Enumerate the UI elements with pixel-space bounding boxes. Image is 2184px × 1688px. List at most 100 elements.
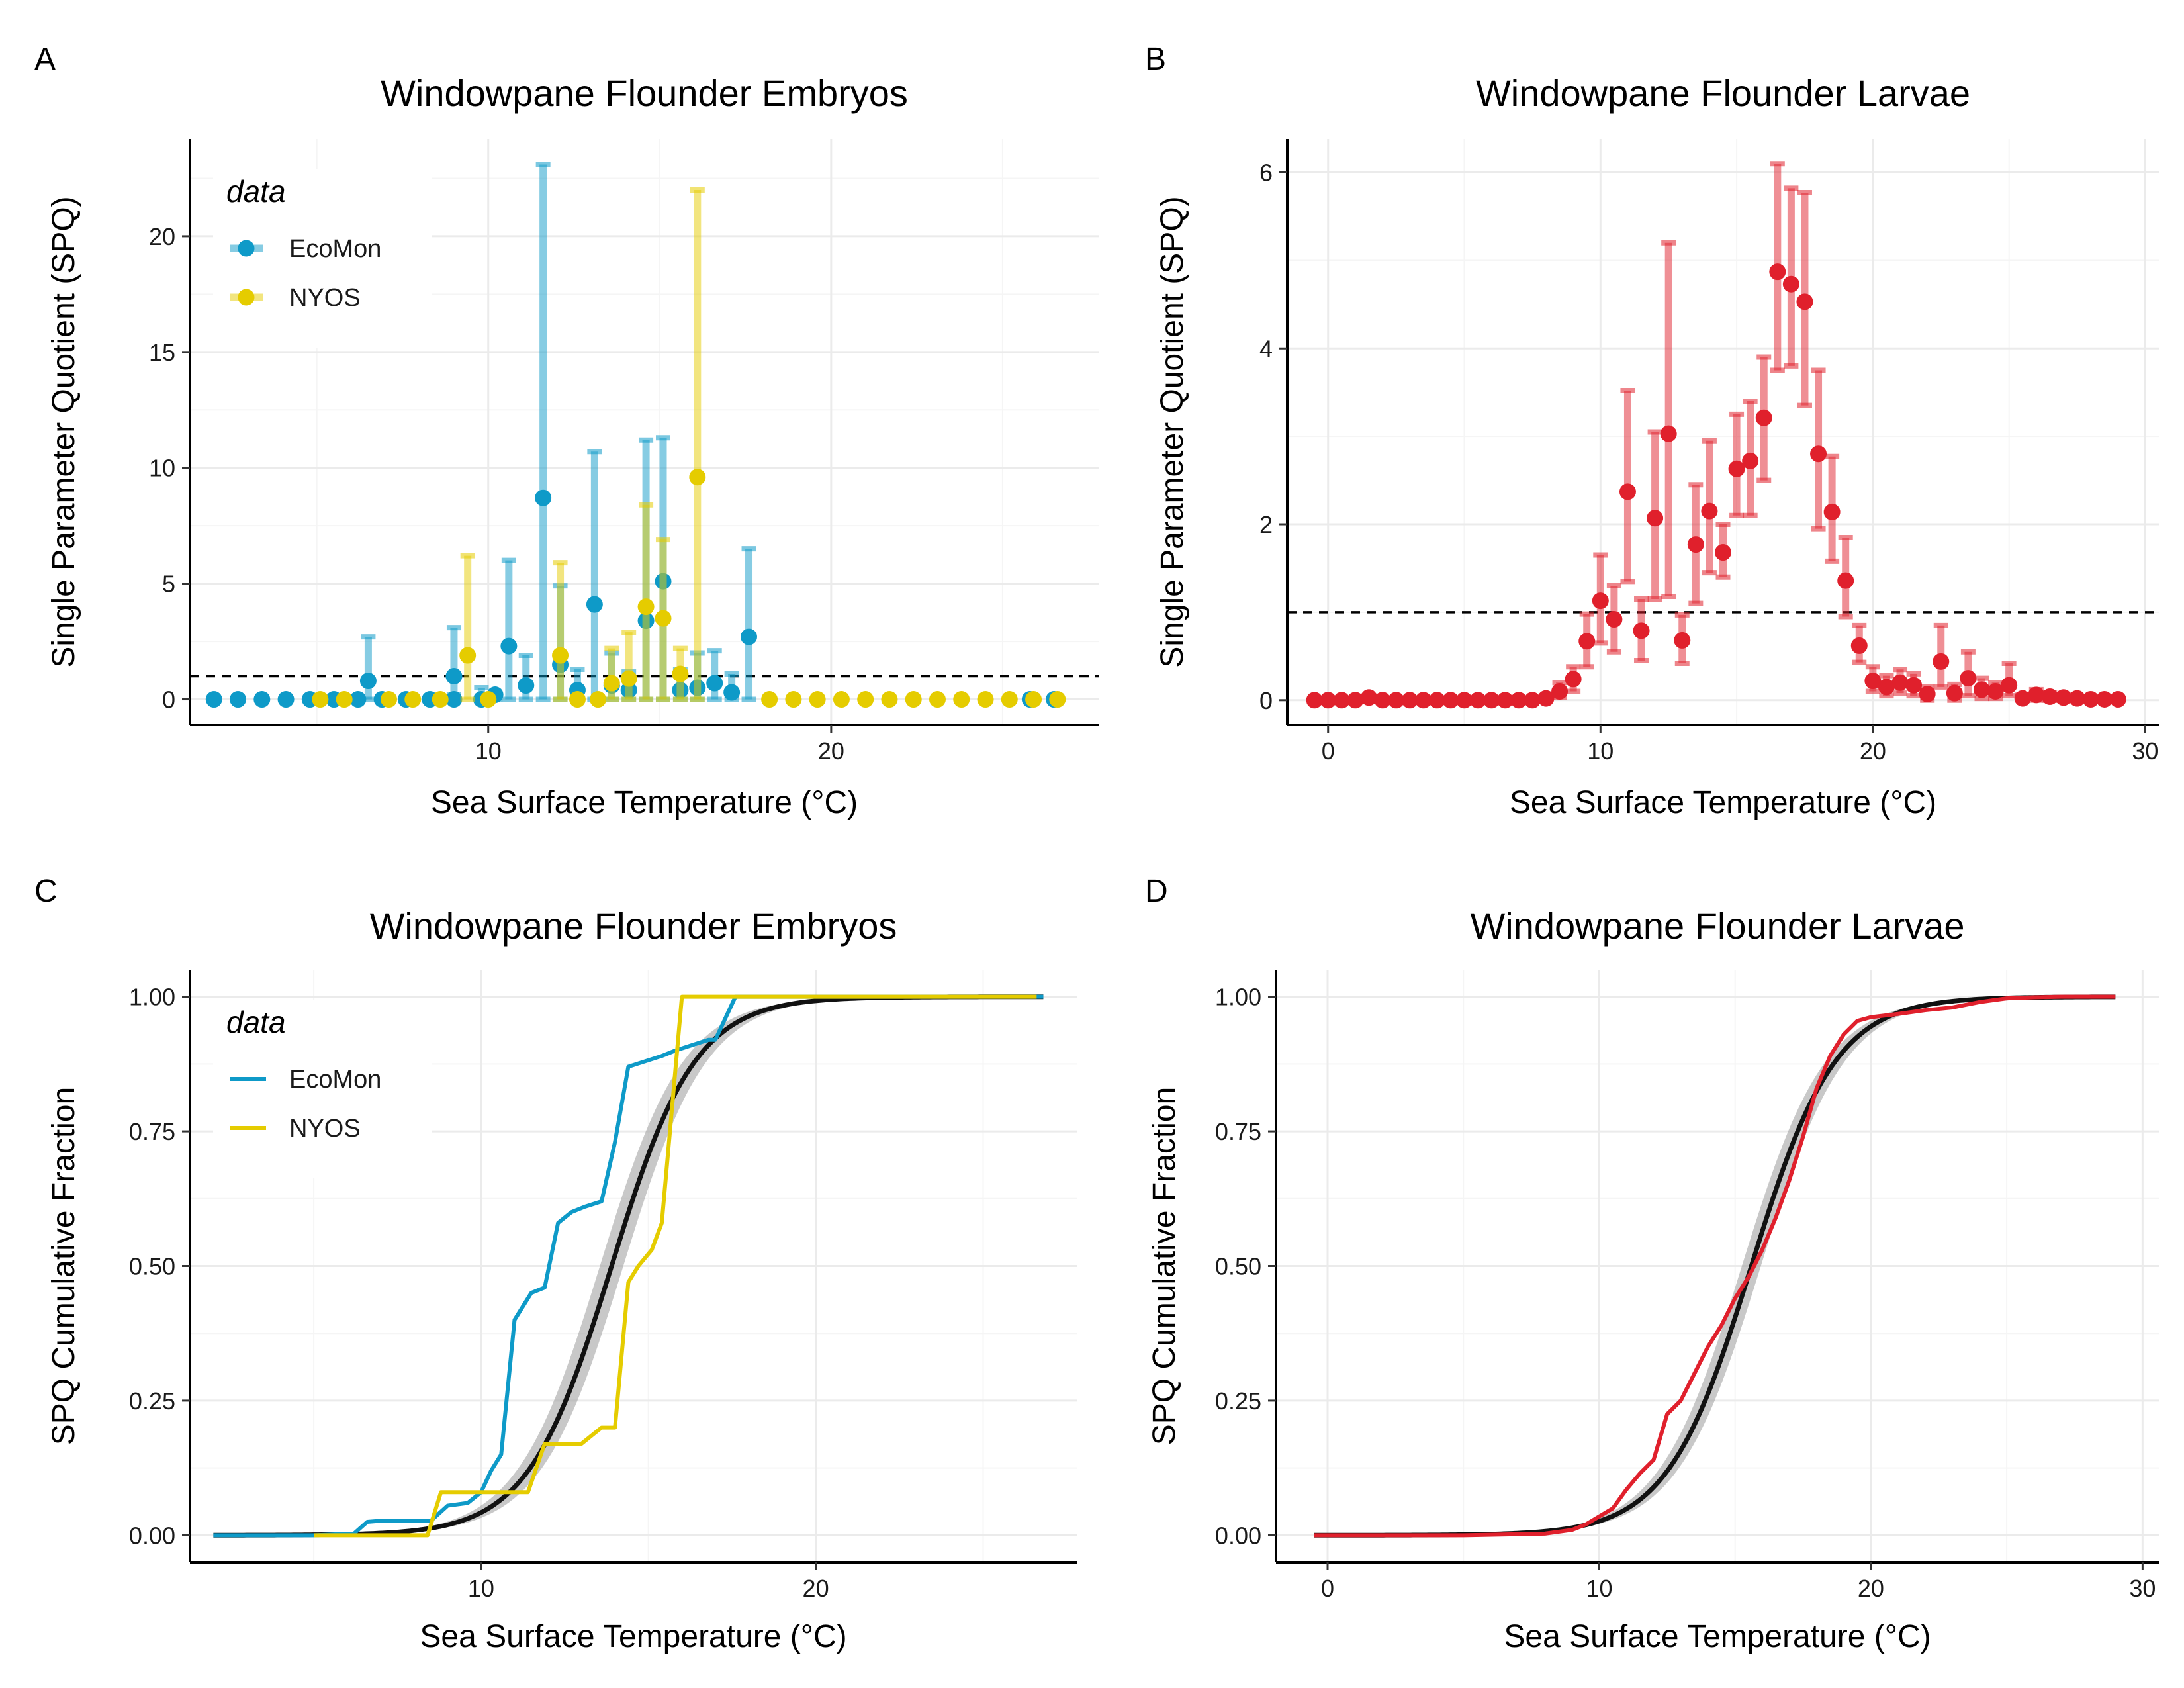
data-point	[253, 691, 271, 708]
plot-area	[1314, 994, 2116, 1538]
x-tick-label: 20	[818, 737, 844, 765]
x-tick-label: 10	[1587, 737, 1614, 765]
data-point	[1442, 692, 1459, 709]
data-point	[785, 691, 802, 708]
legend-background	[213, 1000, 432, 1178]
y-tick-label: 0.75	[1215, 1118, 1261, 1145]
data-point	[590, 691, 607, 708]
data-point	[2109, 690, 2126, 708]
data-point	[459, 647, 477, 664]
data-point	[312, 691, 329, 708]
y-tick-label: 0.00	[129, 1522, 175, 1549]
data-point	[1456, 692, 1473, 709]
series-line-nyos	[314, 994, 1037, 1538]
data-point	[2041, 688, 2058, 705]
data-point	[1891, 674, 1909, 691]
data-point	[1837, 572, 1854, 589]
data-point	[672, 665, 689, 682]
data-point	[1647, 510, 1664, 527]
data-point	[349, 691, 367, 708]
legend-label: NYOS	[289, 1115, 361, 1143]
x-tick-label: 0	[1322, 737, 1335, 765]
y-axis-label: Single Parameter Quotient (SPQ)	[1155, 196, 1190, 667]
y-tick-label: 0.00	[1215, 1522, 1261, 1549]
x-tick-label: 10	[475, 737, 502, 765]
y-tick-label: 15	[149, 339, 175, 366]
y-tick-label: 10	[149, 455, 175, 482]
panel-letter: B	[1145, 42, 1166, 77]
y-tick-label: 0.25	[129, 1387, 175, 1415]
data-point	[857, 691, 874, 708]
data-point	[445, 668, 463, 685]
data-point	[2014, 690, 2031, 707]
data-point	[2055, 689, 2072, 706]
data-point	[1742, 452, 1759, 469]
panel-a: 10 20 0 5 10 15 20 A Windowpane Flounder Embryos…	[34, 42, 1099, 820]
data-point	[1606, 611, 1623, 628]
data-point	[2028, 686, 2045, 704]
data-point	[1347, 692, 1364, 709]
data-point	[1823, 503, 1841, 520]
data-point	[2001, 677, 2018, 694]
y-tick-label: 0.75	[129, 1118, 175, 1145]
data-point	[1973, 681, 1990, 698]
data-point	[1524, 692, 1541, 709]
data-point	[977, 691, 994, 708]
data-point	[689, 469, 706, 486]
y-tick-label: 4	[1259, 335, 1273, 362]
data-point	[1537, 690, 1555, 707]
data-point	[1333, 692, 1350, 709]
data-point	[1782, 275, 1799, 293]
plot-area	[1287, 161, 2159, 709]
data-point	[905, 691, 922, 708]
data-point	[655, 610, 672, 627]
y-tick-label: 5	[162, 571, 175, 598]
data-point	[1796, 293, 1813, 310]
data-point	[1810, 445, 1827, 463]
data-point	[1728, 460, 1745, 477]
data-point	[1551, 683, 1569, 700]
data-point	[1715, 544, 1731, 561]
x-tick-label: 10	[468, 1575, 494, 1602]
data-point	[404, 691, 422, 708]
series-line-ecomon	[213, 994, 1044, 1538]
series-nyos	[312, 187, 1066, 708]
data-point	[1919, 685, 1936, 702]
y-tick-label: 0.50	[129, 1253, 175, 1280]
data-point	[1769, 263, 1786, 281]
series-line-larvae	[1314, 994, 2116, 1538]
data-point	[1025, 691, 1042, 708]
data-point	[637, 598, 655, 616]
data-point	[1360, 689, 1377, 706]
data-point	[1633, 622, 1650, 639]
data-point	[603, 675, 620, 692]
data-point	[1864, 673, 1882, 690]
y-tick-label: 0	[162, 686, 175, 714]
x-tick-label: 20	[1860, 737, 1886, 765]
x-tick-label: 20	[803, 1575, 829, 1602]
x-axis-label: Sea Surface Temperature (°C)	[420, 1619, 846, 1654]
data-point	[586, 596, 603, 613]
data-point	[359, 673, 377, 690]
data-point	[205, 691, 222, 708]
data-point	[1483, 692, 1500, 709]
x-tick-label: 20	[1858, 1575, 1884, 1602]
data-point	[881, 691, 898, 708]
data-point	[1374, 692, 1391, 709]
y-axis-label: Single Parameter Quotient (SPQ)	[46, 196, 81, 667]
data-point	[1469, 692, 1486, 709]
legend-title: data	[226, 174, 286, 209]
data-point	[2069, 690, 2086, 707]
data-point	[1878, 679, 1895, 696]
x-axis-label: Sea Surface Temperature (°C)	[431, 785, 858, 820]
data-point	[1960, 670, 1977, 687]
data-point	[1428, 692, 1445, 709]
data-point	[833, 691, 850, 708]
legend-label: NYOS	[289, 284, 361, 312]
y-tick-label: 1.00	[129, 984, 175, 1011]
data-point	[1933, 653, 1950, 670]
data-point	[1415, 692, 1432, 709]
data-point	[1320, 692, 1337, 709]
